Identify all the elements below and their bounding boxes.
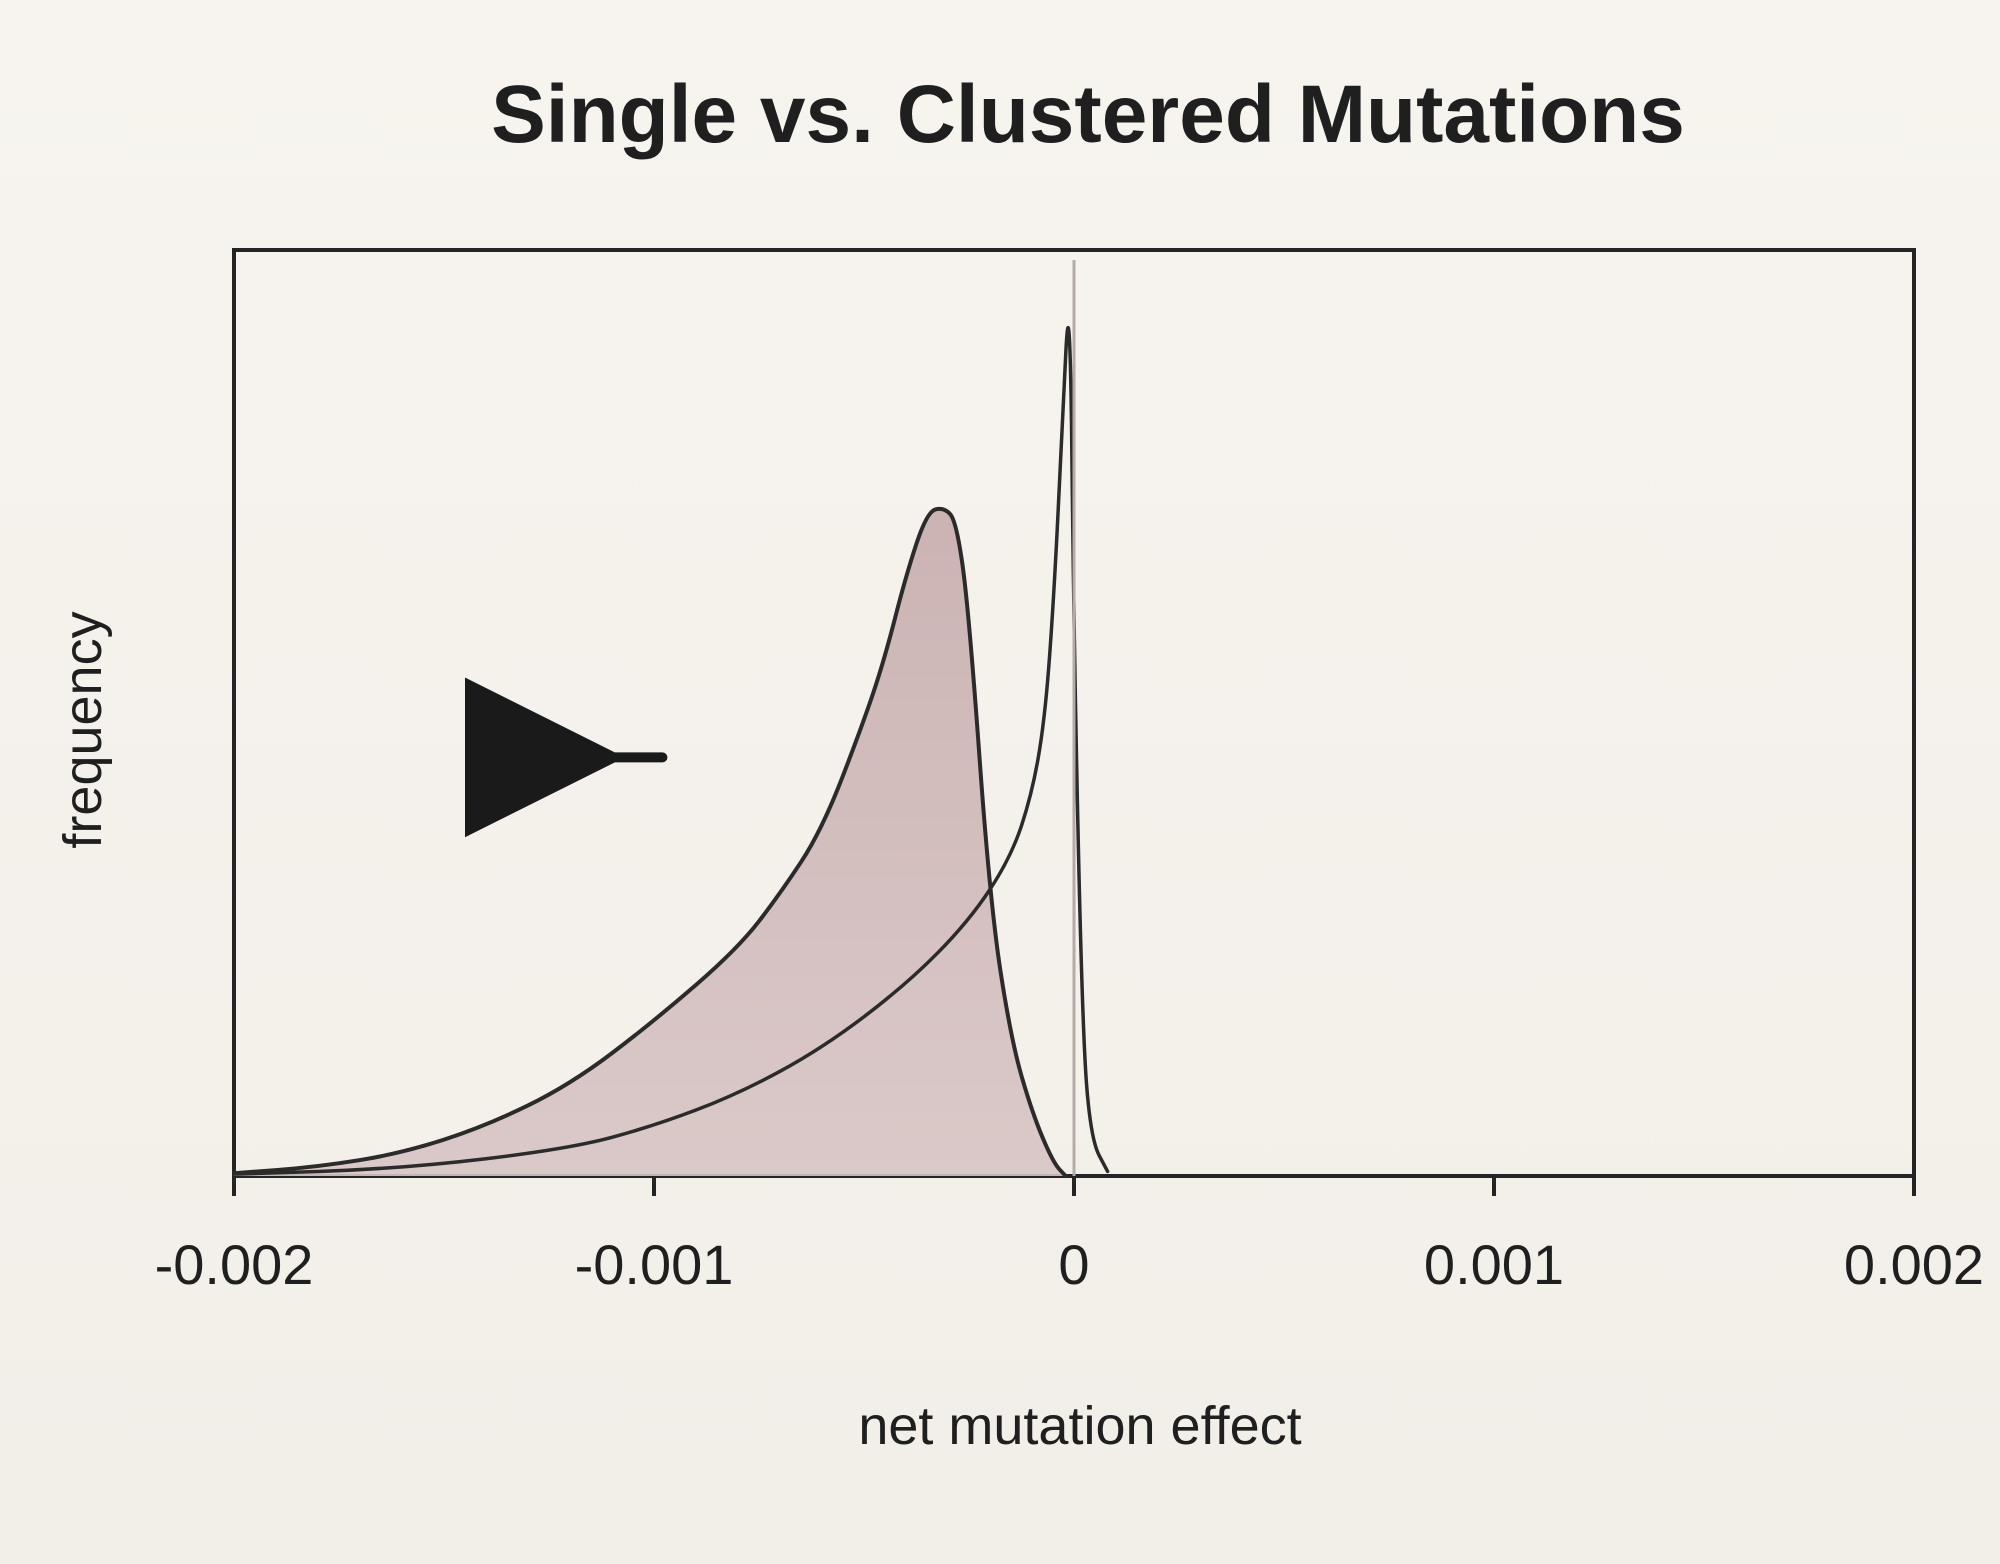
x-tick-label: -0.002 <box>155 1233 314 1296</box>
x-axis-ticks: -0.002 -0.001 0 0.001 0.002 <box>155 1176 1984 1296</box>
chart-title: Single vs. Clustered Mutations <box>491 69 1685 160</box>
plot-annotations <box>464 260 1076 1176</box>
series-fill-0 <box>234 508 1066 1177</box>
x-tick-label: 0.001 <box>1424 1233 1564 1296</box>
x-tick-label: -0.001 <box>575 1233 734 1296</box>
y-axis-label: frequency <box>53 611 113 848</box>
plot-series <box>232 325 1110 1179</box>
x-tick-label: 0 <box>1058 1233 1089 1296</box>
x-tick-label: 0.002 <box>1844 1233 1984 1296</box>
series-line-1 <box>232 325 1110 1176</box>
series-line-0 <box>232 506 1068 1179</box>
x-axis-label: net mutation effect <box>858 1396 1301 1456</box>
